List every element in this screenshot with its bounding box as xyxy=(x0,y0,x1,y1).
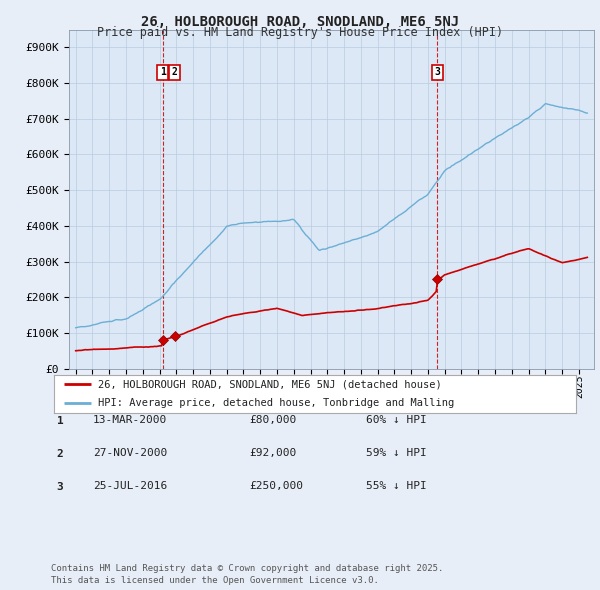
Text: £92,000: £92,000 xyxy=(249,448,296,458)
Text: 2: 2 xyxy=(172,67,178,77)
Text: 3: 3 xyxy=(56,482,64,491)
Text: 26, HOLBOROUGH ROAD, SNODLAND, ME6 5NJ (detached house): 26, HOLBOROUGH ROAD, SNODLAND, ME6 5NJ (… xyxy=(98,379,442,389)
Text: 13-MAR-2000: 13-MAR-2000 xyxy=(93,415,167,425)
Text: 26, HOLBOROUGH ROAD, SNODLAND, ME6 5NJ: 26, HOLBOROUGH ROAD, SNODLAND, ME6 5NJ xyxy=(141,15,459,30)
Text: 2: 2 xyxy=(56,449,64,458)
Text: 1: 1 xyxy=(160,67,166,77)
Text: £80,000: £80,000 xyxy=(249,415,296,425)
Text: Contains HM Land Registry data © Crown copyright and database right 2025.
This d: Contains HM Land Registry data © Crown c… xyxy=(51,565,443,585)
Text: 3: 3 xyxy=(434,67,440,77)
Text: 1: 1 xyxy=(56,416,64,425)
Text: 55% ↓ HPI: 55% ↓ HPI xyxy=(366,481,427,491)
Text: 60% ↓ HPI: 60% ↓ HPI xyxy=(366,415,427,425)
Text: 25-JUL-2016: 25-JUL-2016 xyxy=(93,481,167,491)
Text: 27-NOV-2000: 27-NOV-2000 xyxy=(93,448,167,458)
Text: Price paid vs. HM Land Registry's House Price Index (HPI): Price paid vs. HM Land Registry's House … xyxy=(97,26,503,39)
Text: HPI: Average price, detached house, Tonbridge and Malling: HPI: Average price, detached house, Tonb… xyxy=(98,398,455,408)
Text: 59% ↓ HPI: 59% ↓ HPI xyxy=(366,448,427,458)
Text: £250,000: £250,000 xyxy=(249,481,303,491)
